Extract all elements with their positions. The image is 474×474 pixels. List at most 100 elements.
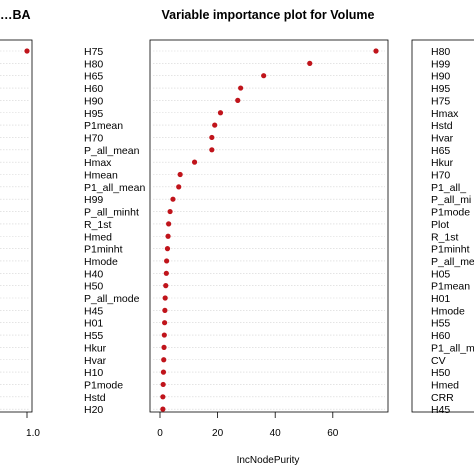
- right-variable-label: CV: [431, 355, 446, 367]
- center-variable-label: P1minht: [84, 244, 123, 256]
- center-x-tick-label: 20: [212, 428, 224, 439]
- center-variable-label: Hmean: [84, 170, 118, 182]
- center-importance-point: [217, 110, 224, 116]
- center-importance-point: [162, 295, 168, 301]
- center-variable-label: H20: [84, 404, 103, 416]
- center-plot-frame: [149, 39, 389, 413]
- center-importance-point: [160, 381, 166, 388]
- right-variable-label: R_1st: [431, 231, 459, 243]
- right-variable-label: H65: [431, 145, 450, 157]
- center-importance-point: [177, 171, 183, 178]
- center-variable-label: P_all_mode: [84, 293, 140, 305]
- center-variable-label: H65: [84, 71, 103, 83]
- left-x-tick-label: 1.0: [26, 428, 40, 439]
- right-variable-label: H50: [431, 367, 450, 379]
- center-x-tick-label: 60: [327, 428, 339, 439]
- center-importance-point: [161, 332, 167, 338]
- center-importance-point: [166, 221, 172, 227]
- center-x-axis-label: IncNodePurity: [237, 455, 300, 466]
- center-importance-point: [167, 208, 173, 215]
- center-variable-label: H99: [84, 194, 103, 206]
- center-panel: Variable importance plot for Volume H75 H…: [84, 8, 389, 466]
- right-variable-label: H55: [431, 318, 450, 330]
- center-variable-label: H10: [84, 367, 103, 379]
- right-variable-label: CRR: [431, 392, 454, 404]
- center-variable-label: H01: [84, 318, 103, 330]
- center-variable-label: P1mode: [84, 379, 123, 391]
- center-variable-label: H95: [84, 108, 103, 120]
- center-importance-point: [164, 258, 170, 264]
- right-partial-panel: H80H99H90H95H75HmaxHstdHvarH65HkurH70P1_…: [411, 39, 474, 416]
- right-variable-label: H99: [431, 58, 450, 70]
- center-variable-label: Hvar: [84, 355, 107, 367]
- center-variable-label: H75: [84, 46, 103, 58]
- left-importance-point: [24, 48, 30, 54]
- center-variable-label: Hmed: [84, 231, 112, 243]
- right-variable-label: H95: [431, 83, 450, 95]
- center-panel-title: Variable importance plot for Volume: [161, 8, 374, 22]
- center-importance-point: [238, 85, 244, 91]
- center-importance-point: [176, 184, 182, 190]
- center-variable-label: Hkur: [84, 342, 107, 354]
- center-variable-label: P_all_mean: [84, 145, 140, 157]
- right-variable-label: P_all_me: [431, 256, 474, 268]
- center-variable-label: H60: [84, 83, 103, 95]
- center-variable-label: Hmax: [84, 157, 112, 169]
- center-importance-point: [160, 394, 166, 400]
- center-variable-label: Hmode: [84, 256, 118, 268]
- right-variable-label: Hkur: [431, 157, 454, 169]
- center-importance-point: [163, 270, 169, 276]
- center-variable-label: Hstd: [84, 392, 106, 404]
- right-variable-label: Hmax: [431, 108, 459, 120]
- center-importance-point: [165, 233, 171, 239]
- left-plot-frame: [0, 39, 33, 413]
- center-importance-point: [170, 196, 176, 202]
- center-importance-point: [160, 369, 167, 375]
- center-importance-point: [373, 48, 379, 54]
- center-x-tick-label: 40: [270, 428, 282, 439]
- center-importance-point: [164, 246, 171, 252]
- right-variable-label: H01: [431, 293, 450, 305]
- right-variable-label: H75: [431, 95, 450, 107]
- center-importance-point: [191, 159, 198, 165]
- left-partial-panel: …BA 1.0: [0, 8, 40, 439]
- right-variable-label: Hmed: [431, 379, 459, 391]
- right-variable-label: Hvar: [431, 132, 454, 144]
- right-variable-label: H60: [431, 330, 450, 342]
- center-variable-label: P_all_minht: [84, 207, 139, 219]
- center-variable-label: H90: [84, 95, 103, 107]
- center-importance-point: [160, 406, 166, 412]
- center-importance-point: [209, 134, 215, 141]
- center-x-tick-label: 0: [157, 428, 163, 439]
- right-variable-label: H90: [431, 71, 450, 83]
- right-variable-label: Hstd: [431, 120, 453, 132]
- right-variable-label: P_all_mi: [431, 194, 471, 206]
- center-variable-label: H50: [84, 281, 103, 293]
- left-panel-title: …BA: [0, 8, 31, 22]
- right-variable-label: H80: [431, 46, 450, 58]
- center-importance-point: [161, 357, 167, 363]
- right-variable-label: Hmode: [431, 305, 465, 317]
- center-importance-point: [261, 73, 267, 79]
- right-variable-label: H05: [431, 268, 450, 280]
- center-importance-point: [162, 307, 168, 313]
- right-variable-label: P1minht: [431, 244, 470, 256]
- center-importance-point: [212, 122, 218, 128]
- center-importance-point: [235, 97, 241, 103]
- center-importance-point: [209, 147, 215, 153]
- right-variable-label: P1mode: [431, 207, 470, 219]
- center-importance-point: [162, 320, 168, 326]
- right-variable-label: H45: [431, 404, 450, 416]
- right-variable-label: P1mean: [431, 281, 470, 293]
- center-variable-label: P1mean: [84, 120, 123, 132]
- right-variable-label: P1_all_: [431, 182, 466, 194]
- center-variable-label: H55: [84, 330, 103, 342]
- right-variable-label: P1_all_m: [431, 342, 474, 354]
- right-variable-label: Plot: [431, 219, 449, 231]
- center-variable-label: H40: [84, 268, 103, 280]
- center-variable-label: H45: [84, 305, 103, 317]
- right-plot-frame: [411, 39, 474, 413]
- center-variable-label: P1_all_mean: [84, 182, 145, 194]
- center-importance-point: [307, 60, 313, 66]
